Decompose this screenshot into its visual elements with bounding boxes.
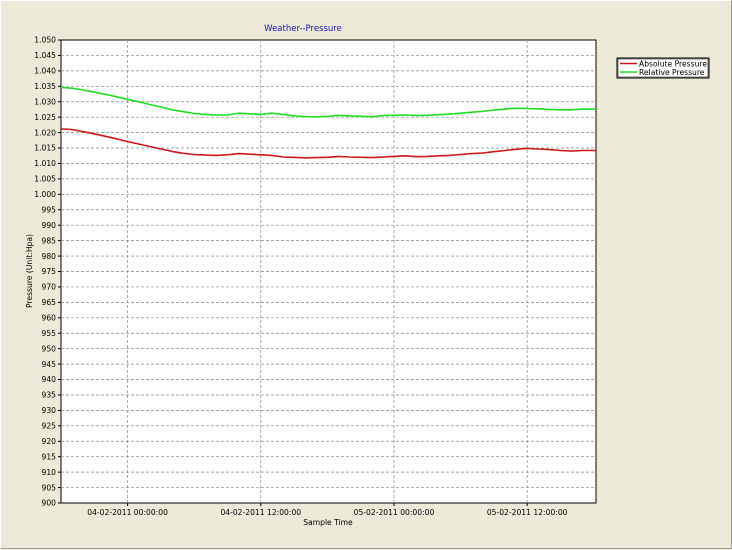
x-tick-label: 05-02-2011 12:00:00	[487, 508, 568, 517]
y-axis-label: Pressure (Unit:Hpa)	[25, 234, 34, 308]
y-tick-label: 1.000	[34, 190, 56, 199]
y-tick-label: 945	[42, 360, 57, 369]
y-tick-label: 1.030	[34, 97, 56, 106]
y-tick-label: 930	[42, 406, 57, 415]
x-axis-label: Sample Time	[303, 518, 353, 527]
y-tick-label: 1.040	[34, 67, 56, 76]
y-tick-label: 915	[42, 452, 57, 461]
y-tick-label: 1.005	[34, 175, 56, 184]
y-tick-label: 960	[42, 314, 57, 323]
y-tick-label: 1.050	[34, 36, 56, 45]
legend-label-absolute-pressure: Absolute Pressure	[639, 60, 707, 69]
y-tick-label: 980	[42, 252, 57, 261]
y-tick-label: 955	[42, 329, 57, 338]
y-tick-label: 905	[42, 483, 57, 492]
y-tick-label: 1.045	[34, 51, 56, 60]
y-tick-label: 935	[42, 391, 57, 400]
y-tick-label: 950	[42, 344, 57, 353]
y-tick-label: 920	[42, 437, 57, 446]
y-tick-label: 940	[42, 375, 57, 384]
y-tick-label: 900	[42, 499, 57, 508]
y-tick-label: 970	[42, 283, 57, 292]
y-tick-label: 1.015	[34, 144, 56, 153]
y-tick-label: 975	[42, 267, 57, 276]
x-tick-label: 05-02-2011 00:00:00	[354, 508, 435, 517]
y-tick-label: 995	[42, 205, 57, 214]
grid-lines	[61, 40, 596, 503]
y-tick-label: 1.020	[34, 128, 56, 137]
y-tick-label: 990	[42, 221, 57, 230]
legend-box	[616, 57, 710, 79]
series-line-relative-pressure	[60, 86, 596, 118]
y-tick-label: 985	[42, 236, 57, 245]
y-tick-label: 1.010	[34, 159, 56, 168]
x-axis-ticks: 04-02-2011 00:00:00 04-02-2011 12:00:00 05…	[87, 503, 568, 517]
y-tick-label: 1.035	[34, 82, 56, 91]
chart-title: Weather--Pressure	[264, 24, 342, 34]
legend-label-relative-pressure: Relative Pressure	[639, 68, 705, 77]
y-tick-label: 1.025	[34, 113, 56, 122]
x-tick-label: 04-02-2011 12:00:00	[220, 508, 301, 517]
y-tick-label: 965	[42, 298, 57, 307]
y-tick-label: 925	[42, 422, 57, 431]
y-axis-ticks: 1.050 1.045 1.040 1.035 1.030 1.025 1.020 1.015…	[34, 36, 61, 508]
x-tick-label: 04-02-2011 00:00:00	[87, 508, 168, 517]
legend: Absolute Pressure Relative Pressure	[616, 57, 710, 79]
series-line-absolute-pressure	[60, 128, 596, 159]
series-lines	[60, 86, 596, 159]
legend-inner-border	[617, 58, 709, 78]
y-tick-label: 910	[42, 468, 57, 477]
